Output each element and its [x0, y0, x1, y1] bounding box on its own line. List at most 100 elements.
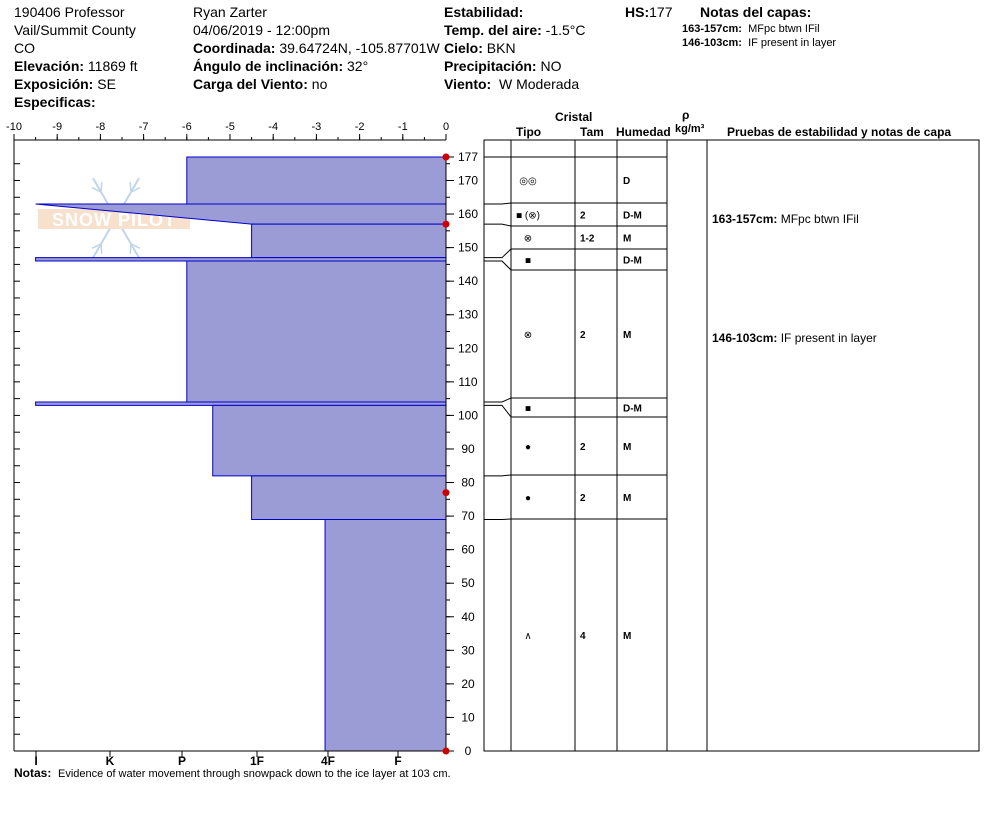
hardness-tick-label: 4F — [321, 754, 335, 768]
tipo-header: Tipo — [516, 125, 542, 139]
specifics-label: Especificas: — [14, 94, 96, 110]
wind-load-value: no — [311, 76, 328, 92]
layer-wetness: M — [623, 493, 631, 504]
height-tick-label: 120 — [458, 341, 478, 355]
height-tick-label: 10 — [461, 710, 475, 724]
slope: Ángulo de inclinación: 32° — [193, 57, 368, 75]
height-tick-label: 40 — [461, 610, 475, 624]
aspect-label: Exposición: — [14, 76, 94, 92]
layer-wetness: D-M — [623, 211, 642, 222]
wind: Viento: W Moderada — [444, 75, 579, 93]
snowflake-branch — [129, 243, 132, 255]
test-note: 163-157cm: MFpc btwn IFil — [712, 212, 859, 226]
layer-grain-size: 4 — [580, 631, 586, 642]
layer-note-2: 146-103cm: IF present in layer — [682, 37, 836, 49]
cristal-header: Cristal — [555, 110, 593, 124]
temperature-point — [442, 747, 450, 755]
observer: Ryan Zarter — [193, 4, 267, 20]
height-tick-label: 100 — [458, 408, 478, 422]
height-tick-label: 160 — [458, 207, 478, 221]
temp-tick-label: 0 — [443, 121, 449, 133]
temp-tick-label: -8 — [96, 121, 106, 133]
layer-grain-size: 2 — [580, 493, 586, 504]
layer-notes-title: Notas del capas: — [700, 4, 812, 20]
temp-tick-label: -6 — [182, 121, 192, 133]
sky: Cielo: BKN — [444, 39, 516, 57]
temp-tick-label: -10 — [6, 121, 22, 133]
height-tick-label: 177 — [458, 150, 478, 164]
air-temp-value: -1.5°C — [545, 22, 586, 38]
temp-tick-label: -9 — [52, 121, 62, 133]
air-temp-label: Temp. del aire: — [444, 22, 542, 38]
hardness-tick-label: P — [178, 754, 186, 768]
precipitation: Precipitación: NO — [444, 57, 561, 75]
coord-label: Coordinada: — [193, 40, 276, 56]
layer-wetness: D-M — [623, 404, 642, 415]
height-tick-label: 50 — [461, 576, 475, 590]
wind-load-label: Carga del Viento: — [193, 76, 308, 92]
layer-grain-size: 2 — [580, 211, 586, 222]
hs-label: HS: — [625, 4, 650, 20]
hardness-segment — [35, 401, 447, 406]
snowflake-branch — [100, 243, 103, 255]
temperature-point — [442, 489, 450, 497]
hardness-tick-label: 1F — [250, 754, 264, 768]
layer-table-frame — [483, 139, 980, 752]
tests-header: Pruebas de estabilidad y notas de capa — [727, 125, 952, 139]
snowflake-watermark: SNOW PILOT — [38, 177, 190, 259]
datetime: 04/06/2019 - 12:00pm — [193, 22, 330, 38]
height-tick-label: 130 — [458, 308, 478, 322]
wind-label: Viento: — [444, 76, 492, 92]
temp-tick-label: -7 — [139, 121, 149, 133]
layer-note-1: 163-157cm: MFpc btwn IFil — [682, 23, 820, 35]
layer-wetness: M — [623, 330, 631, 341]
layer-connector — [484, 260, 512, 271]
layer-wetness: D — [623, 176, 630, 187]
density-unit: kg/m³ — [675, 123, 705, 135]
snowflake-branch — [91, 187, 102, 193]
layer-note-range: 163-157cm: — [682, 23, 742, 35]
notes-label: Notas: — [14, 766, 52, 780]
layer-wetness: M — [623, 234, 631, 245]
density-symbol: ρ — [682, 108, 690, 122]
layer-grain-type: ⊗ — [524, 234, 532, 245]
precip-value: NO — [540, 58, 562, 74]
stability-label: Estabilidad: — [444, 4, 524, 20]
test-note-text: IF present in layer — [781, 331, 877, 345]
notes: Notas: Evidence of water movement throug… — [14, 766, 451, 780]
wind-load: Carga del Viento: no — [193, 75, 327, 93]
height-tick-label: 20 — [461, 677, 475, 691]
temp-tick-label: -4 — [268, 121, 278, 133]
height-tick-label: 0 — [465, 744, 472, 758]
height-tick-label: 70 — [461, 509, 475, 523]
humedad-header: Humedad — [616, 125, 671, 139]
precip-label: Precipitación: — [444, 58, 537, 74]
temp-tick-label: -3 — [312, 121, 322, 133]
temp-tick-label: -1 — [398, 121, 408, 133]
hs: HS:177 — [625, 3, 672, 21]
layer-grain-type: ■ — [525, 404, 531, 415]
hardness-tick-label: I — [34, 754, 37, 768]
snowflake-branch — [129, 181, 132, 193]
layer-connector — [484, 248, 512, 259]
snowflake-branch — [100, 181, 103, 193]
hardness-segment — [212, 404, 447, 477]
layer-grain-type: ◎◎ — [519, 176, 537, 187]
layer-connector — [484, 223, 512, 227]
layer-wetness: D-M — [623, 256, 642, 267]
layer-connector — [484, 202, 512, 205]
wind-value: W Moderada — [498, 76, 580, 92]
layer-grain-type: ∧ — [524, 631, 531, 642]
layer-wetness: M — [623, 631, 631, 642]
snowflake-branch — [130, 243, 141, 249]
layer-grain-size: 1-2 — [580, 234, 595, 245]
hardness-segment — [324, 518, 447, 752]
hardness-segment — [251, 475, 447, 520]
height-tick-label: 60 — [461, 543, 475, 557]
aspect: Exposición: SE — [14, 75, 116, 93]
slope-value: 32° — [347, 58, 369, 74]
layer-note-range: 146-103cm: — [682, 37, 742, 49]
layer-connector — [484, 404, 512, 418]
temp-tick-label: -2 — [355, 121, 365, 133]
